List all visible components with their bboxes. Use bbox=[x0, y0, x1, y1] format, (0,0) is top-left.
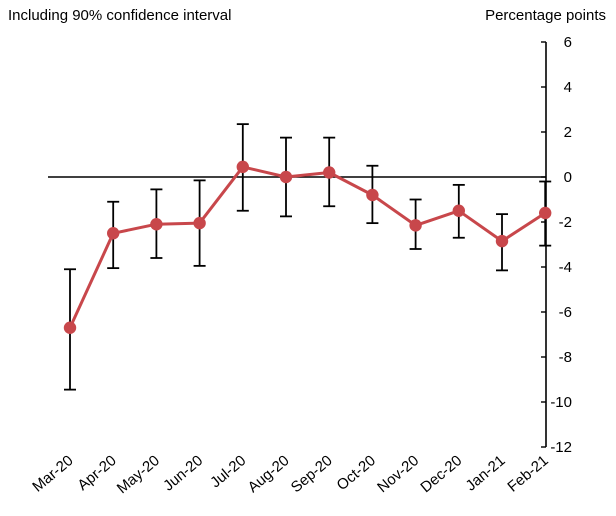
y-tick-label: -4 bbox=[559, 259, 572, 276]
data-point bbox=[236, 160, 249, 174]
data-point bbox=[323, 166, 336, 179]
y-axis-unit-label: Percentage points bbox=[485, 7, 606, 24]
data-point bbox=[366, 188, 379, 202]
y-tick-label: 2 bbox=[564, 124, 572, 141]
data-point bbox=[150, 218, 163, 231]
data-point bbox=[107, 227, 120, 240]
x-category-label: May-20 bbox=[114, 452, 163, 497]
y-tick-label: -12 bbox=[550, 439, 572, 456]
data-point bbox=[63, 321, 77, 334]
data-point bbox=[193, 216, 206, 230]
labels-layer: 6 4 2 0 -2 -4 -6 -8 -10 -12 Mar-20Apr-20May-20Jun-… bbox=[29, 34, 572, 497]
axes-layer bbox=[48, 41, 547, 448]
x-category-label: Apr-20 bbox=[74, 452, 119, 494]
y-tick-label: 0 bbox=[564, 169, 572, 186]
x-category-label: Nov-20 bbox=[374, 452, 422, 496]
x-category-label: Dec-20 bbox=[417, 452, 465, 496]
data-point bbox=[452, 204, 465, 217]
y-tick-label: -2 bbox=[559, 214, 572, 231]
y-tick-label: -10 bbox=[550, 394, 572, 411]
x-category-label: Jun-20 bbox=[160, 452, 206, 495]
series-line-layer bbox=[68, 165, 547, 329]
y-tick-label: -6 bbox=[559, 304, 572, 321]
x-category-label: Mar-20 bbox=[29, 452, 76, 496]
y-tick-label: 4 bbox=[564, 79, 572, 96]
x-category-label: Feb-21 bbox=[504, 452, 551, 496]
x-category-label: Jan-21 bbox=[463, 452, 509, 495]
x-category-label: Sep-20 bbox=[288, 452, 336, 496]
y-tick-label: 6 bbox=[564, 34, 572, 51]
chart-subtitle: Including 90% confidence interval bbox=[8, 7, 231, 24]
data-point bbox=[495, 234, 509, 248]
series-line bbox=[68, 165, 547, 329]
error-bars bbox=[64, 123, 552, 391]
data-point bbox=[279, 170, 293, 184]
data-point bbox=[539, 206, 552, 220]
x-category-label: Aug-20 bbox=[245, 452, 293, 496]
x-category-label: Jul-20 bbox=[207, 452, 249, 491]
x-category-label: Oct-20 bbox=[334, 452, 379, 494]
y-tick-label: -8 bbox=[559, 349, 572, 366]
markers-layer bbox=[63, 160, 552, 334]
data-point bbox=[409, 219, 422, 232]
